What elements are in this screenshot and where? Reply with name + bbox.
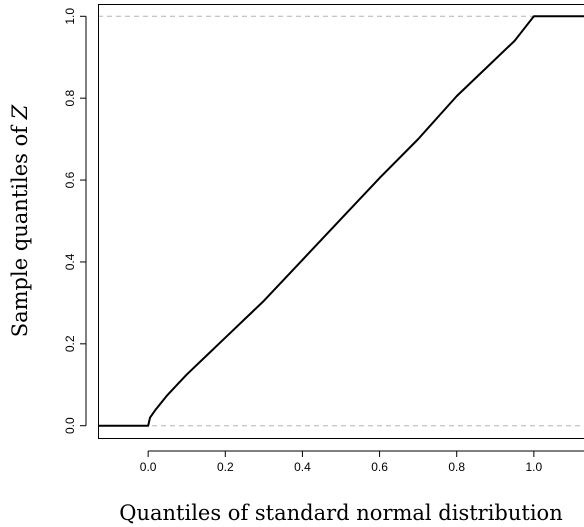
x-tick-label: 1.0 — [526, 460, 543, 474]
x-tick-label: 0.2 — [217, 460, 234, 474]
y-tick-label: 0.8 — [63, 90, 77, 107]
reference-lines — [98, 15, 584, 427]
y-axis-title-variable: Z — [8, 104, 32, 120]
y-tick-label: 0.6 — [63, 171, 77, 188]
plot-frame — [98, 4, 584, 439]
y-axis-title-text: Sample quantiles of — [8, 124, 32, 337]
x-tick-label: 0.8 — [448, 460, 465, 474]
x-tick-label: 0.6 — [371, 460, 388, 474]
y-axis-title: Sample quantiles of Z — [8, 104, 32, 337]
x-tick-label: 0.0 — [140, 460, 157, 474]
series-layer — [98, 15, 584, 427]
y-tick-label: 1.0 — [63, 8, 77, 25]
series-line-0 — [98, 15, 584, 427]
y-tick-label: 0.0 — [63, 417, 77, 434]
y-axis: 0.0 0.2 0.4 0.6 0.8 1.0 — [63, 8, 87, 434]
x-tick-label: 0.4 — [294, 460, 311, 474]
y-tick-label: 0.4 — [63, 253, 77, 270]
y-tick-label: 0.2 — [63, 335, 77, 352]
x-axis: 0.0 0.2 0.4 0.6 0.8 1.0 — [140, 450, 584, 474]
x-axis-title: Quantiles of standard normal distributio… — [119, 501, 562, 525]
